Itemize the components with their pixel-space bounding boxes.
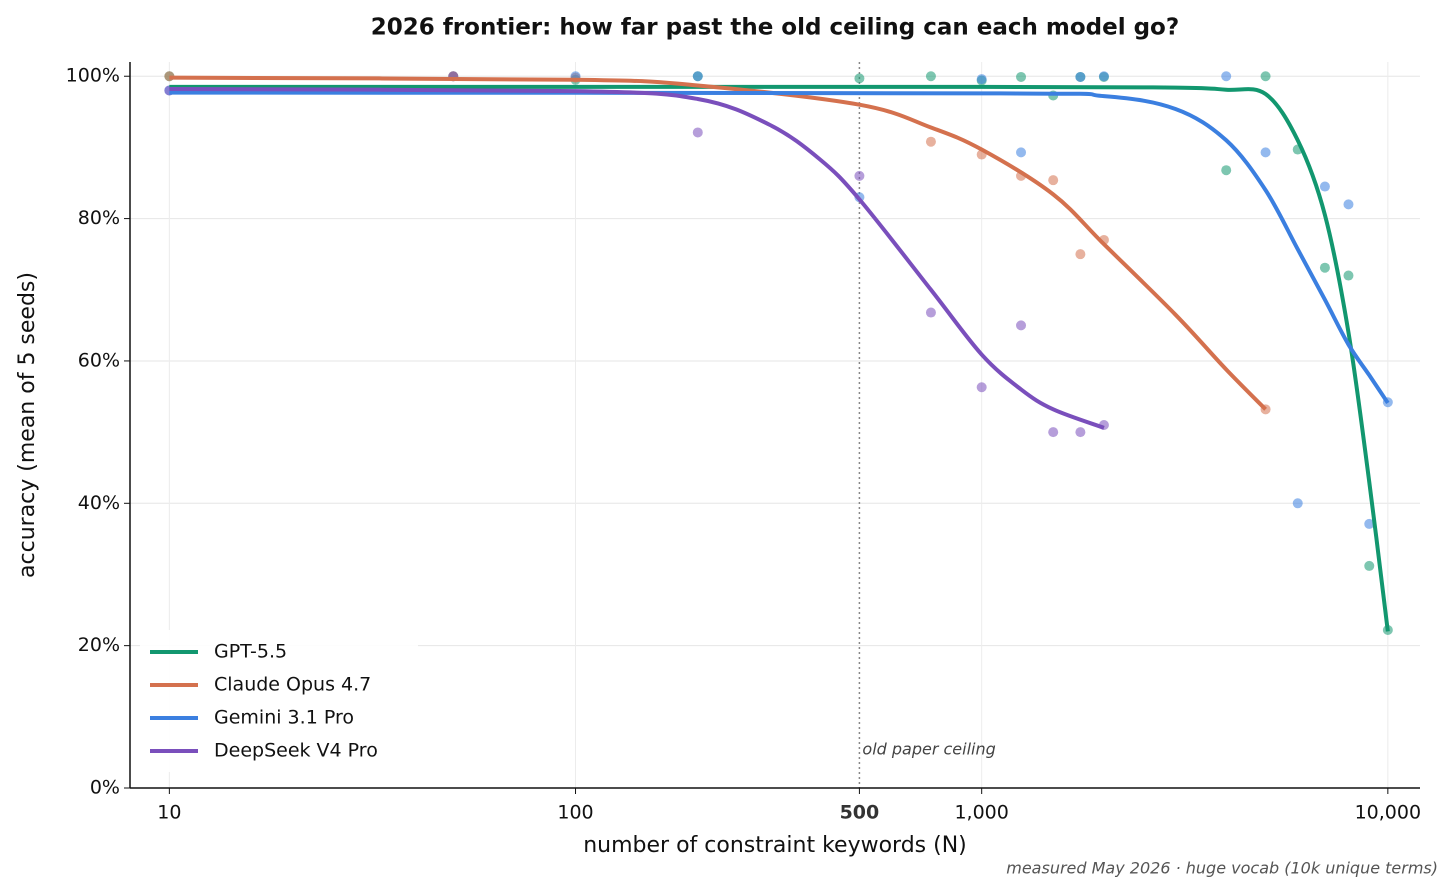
data-point	[925, 71, 936, 82]
data-point	[1048, 427, 1059, 438]
data-point	[854, 73, 865, 84]
data-point	[1319, 262, 1330, 273]
x-tick-label: 10	[157, 802, 181, 824]
data-point	[1364, 560, 1375, 571]
data-point	[1048, 175, 1059, 186]
chart-title: 2026 frontier: how far past the old ceil…	[371, 15, 1179, 41]
y-tick-label: 80%	[78, 207, 120, 229]
data-point	[692, 71, 703, 82]
x-tick-label: 100	[557, 802, 593, 824]
data-point	[692, 127, 703, 138]
fit-line	[169, 84, 1390, 632]
y-tick-label: 40%	[78, 492, 120, 514]
y-tick-label: 60%	[78, 349, 120, 371]
footnote: measured May 2026 · huge vocab (10k uniq…	[1006, 859, 1438, 878]
data-point	[1075, 427, 1086, 438]
data-point	[1016, 147, 1027, 158]
data-point	[925, 307, 936, 318]
data-point	[1292, 498, 1303, 509]
fit-line	[169, 75, 1267, 411]
y-axis-label: accuracy (mean of 5 seeds)	[15, 272, 40, 578]
data-point	[1016, 71, 1027, 82]
data-point	[976, 382, 987, 393]
fit-line	[169, 87, 1105, 430]
data-point	[1016, 320, 1027, 331]
data-point	[1221, 71, 1232, 82]
legend-label: Claude Opus 4.7	[214, 674, 371, 696]
data-point	[854, 170, 865, 181]
data-point	[925, 136, 936, 147]
legend-label: DeepSeek V4 Pro	[214, 740, 378, 762]
legend-label: Gemini 3.1 Pro	[214, 707, 354, 729]
data-point	[1075, 71, 1086, 82]
data-point	[1343, 199, 1354, 210]
data-point	[1221, 165, 1232, 176]
y-tick-label: 0%	[90, 777, 120, 799]
data-point	[1075, 249, 1086, 260]
x-tick-label: 500	[840, 802, 880, 824]
data-point	[1260, 71, 1271, 82]
data-point	[1343, 270, 1354, 281]
y-tick-label: 20%	[78, 634, 120, 656]
y-tick-label: 100%	[66, 65, 120, 87]
data-point	[1260, 147, 1271, 158]
data-point	[1098, 71, 1109, 82]
data-point	[976, 74, 987, 85]
x-tick-label: 10,000	[1355, 802, 1421, 824]
data-point	[1319, 181, 1330, 192]
data-point	[1364, 518, 1375, 529]
x-tick-label: 1,000	[954, 802, 1008, 824]
legend-label: GPT-5.5	[214, 641, 287, 663]
fit-line	[169, 90, 1390, 405]
x-axis-label: number of constraint keywords (N)	[583, 833, 967, 858]
reference-label: old paper ceiling	[862, 740, 995, 759]
